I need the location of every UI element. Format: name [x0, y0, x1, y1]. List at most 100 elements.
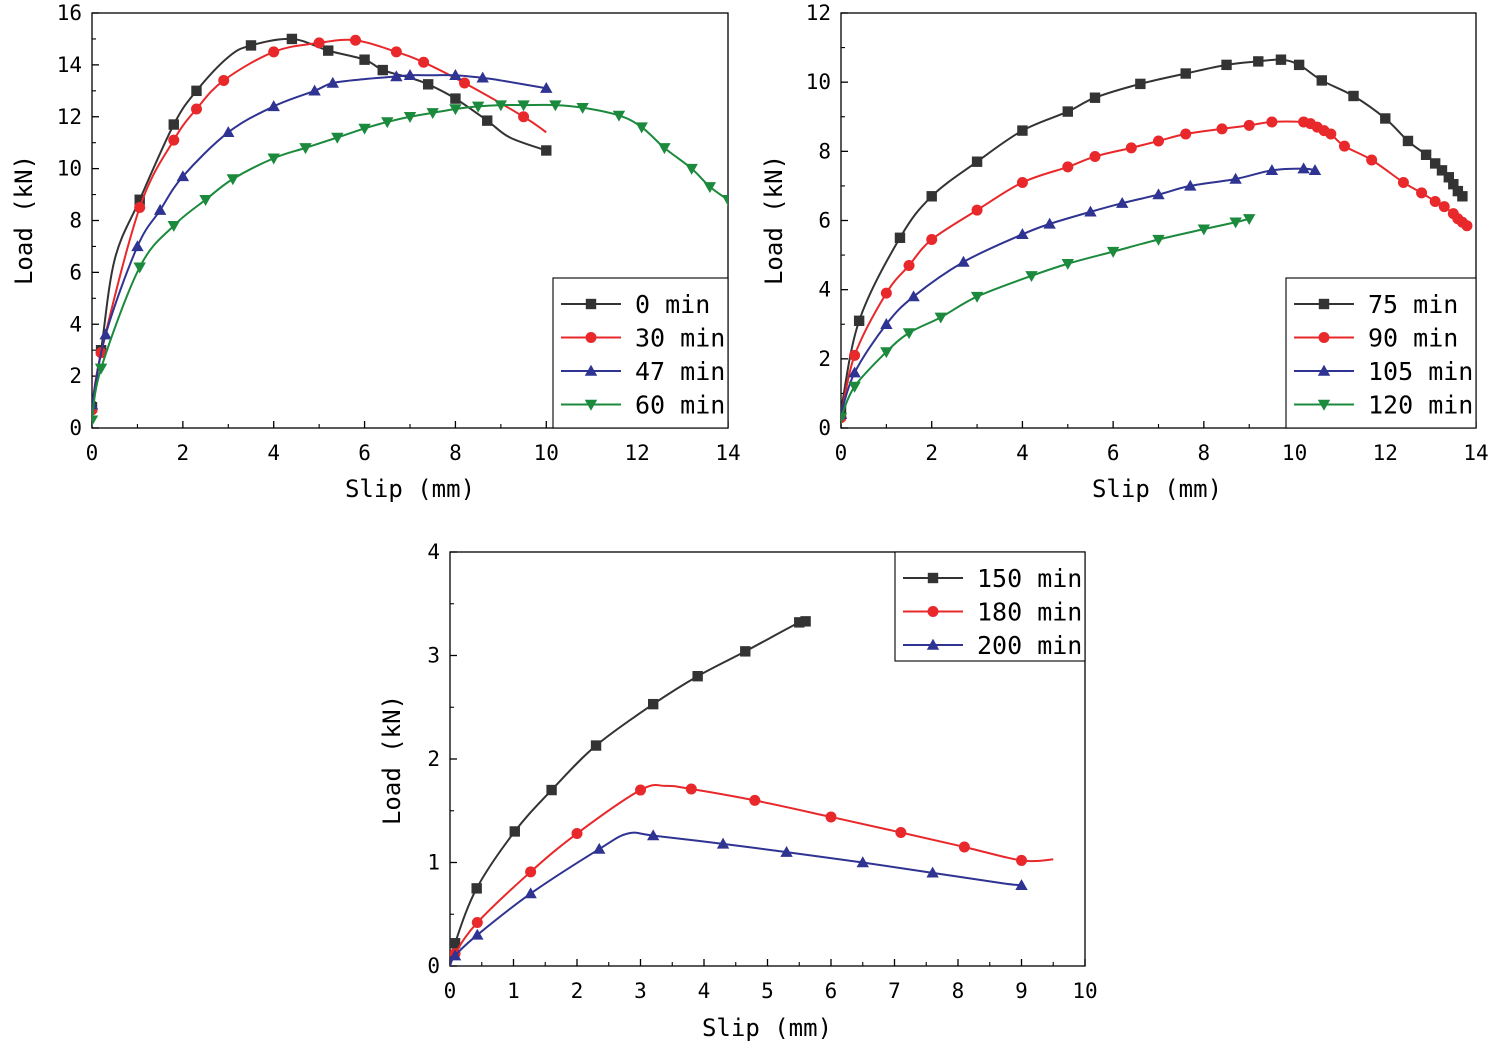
data-point	[841, 412, 848, 424]
data-point	[1184, 179, 1197, 191]
y-tick-label: 2	[69, 364, 82, 388]
data-point	[1197, 224, 1211, 236]
series-180-min	[450, 783, 1054, 966]
x-tick-label: 3	[634, 979, 647, 1003]
data-point	[1457, 191, 1468, 202]
x-tick-label: 8	[952, 979, 965, 1003]
data-point	[780, 845, 793, 857]
x-tick-label: 0	[444, 979, 457, 1003]
data-point	[168, 134, 180, 146]
x-tick-label: 0	[86, 441, 99, 465]
data-point	[418, 56, 430, 68]
data-point	[1229, 172, 1242, 184]
legend-marker	[1318, 298, 1330, 310]
data-point	[509, 826, 520, 837]
data-point	[286, 33, 298, 45]
data-point	[1436, 165, 1448, 176]
data-point	[226, 174, 240, 186]
series-line	[841, 217, 1250, 419]
data-point	[517, 100, 530, 112]
legend-box	[894, 551, 1086, 662]
data-point	[546, 784, 557, 796]
data-point	[1243, 214, 1256, 225]
data-point	[800, 616, 811, 627]
y-tick-label: 2	[818, 347, 831, 371]
data-point	[1216, 123, 1228, 135]
data-point	[222, 126, 235, 138]
data-point	[359, 54, 370, 65]
data-point	[1180, 68, 1191, 79]
x-tick-label: 0	[835, 441, 848, 465]
data-point	[934, 312, 947, 324]
data-point	[1016, 854, 1027, 866]
data-point	[449, 104, 462, 116]
data-point	[880, 318, 893, 329]
legend-label: 105 min	[1368, 357, 1473, 386]
data-point	[403, 112, 417, 123]
data-point	[1116, 197, 1129, 208]
data-point	[1420, 149, 1432, 160]
data-point	[494, 100, 508, 112]
x-tick-label: 6	[825, 979, 838, 1003]
series-line	[92, 38, 547, 411]
data-point	[1348, 90, 1359, 102]
series-200-min	[450, 829, 1028, 966]
data-point	[1125, 142, 1137, 154]
data-point	[218, 74, 230, 86]
data-point	[471, 928, 484, 940]
legend-label: 200 min	[977, 631, 1082, 660]
data-point	[1089, 92, 1101, 103]
y-tick-label: 10	[57, 157, 82, 181]
data-point	[422, 79, 434, 90]
x-tick-label: 8	[1198, 441, 1211, 465]
x-axis-title: Slip (mm)	[1092, 475, 1222, 503]
data-point	[635, 784, 646, 796]
data-point	[1062, 161, 1074, 173]
legend-marker	[585, 298, 597, 310]
x-tick-label: 4	[698, 979, 711, 1003]
x-tick-label: 4	[267, 441, 280, 465]
legend-marker	[1317, 364, 1331, 376]
data-point	[167, 220, 180, 232]
data-point	[168, 119, 179, 130]
x-tick-label: 10	[1282, 441, 1307, 465]
x-tick-label: 9	[1015, 979, 1028, 1003]
data-point	[1293, 59, 1305, 71]
data-point	[349, 34, 361, 46]
data-point	[894, 232, 906, 243]
data-point	[92, 415, 99, 427]
legend-label: 75 min	[1368, 290, 1458, 319]
y-tick-label: 12	[806, 1, 831, 25]
x-tick-label: 7	[888, 979, 901, 1003]
data-point	[1016, 176, 1028, 188]
data-point	[1397, 176, 1409, 188]
data-point	[648, 698, 659, 710]
data-point	[971, 204, 983, 216]
x-tick-label: 14	[1463, 441, 1488, 465]
data-point	[549, 100, 562, 112]
data-point	[926, 191, 937, 202]
data-point	[1438, 201, 1450, 213]
data-point	[1152, 234, 1165, 246]
data-point	[245, 40, 257, 51]
data-point	[482, 115, 493, 126]
data-point	[970, 291, 984, 303]
data-point	[176, 170, 190, 182]
data-point	[590, 740, 602, 751]
data-point	[703, 182, 717, 193]
data-point	[903, 259, 915, 271]
data-point	[1017, 125, 1028, 136]
legend-marker	[927, 606, 939, 617]
data-point	[1338, 140, 1350, 152]
data-point	[902, 328, 916, 340]
data-point	[1153, 135, 1164, 147]
chart-panel-3: 0 1 2 3 4 5 6 7 8 9 10 0 1 2 3 4 Slip (mm) Load (kN) 150 m…	[378, 540, 1098, 1042]
y-tick-label: 6	[818, 209, 831, 233]
series-47-min	[92, 69, 553, 410]
series-line	[841, 167, 1316, 415]
data-point	[907, 290, 920, 302]
data-point	[880, 287, 892, 299]
data-point	[459, 77, 471, 89]
legend-label: 180 min	[977, 598, 1082, 627]
data-point	[449, 69, 462, 80]
